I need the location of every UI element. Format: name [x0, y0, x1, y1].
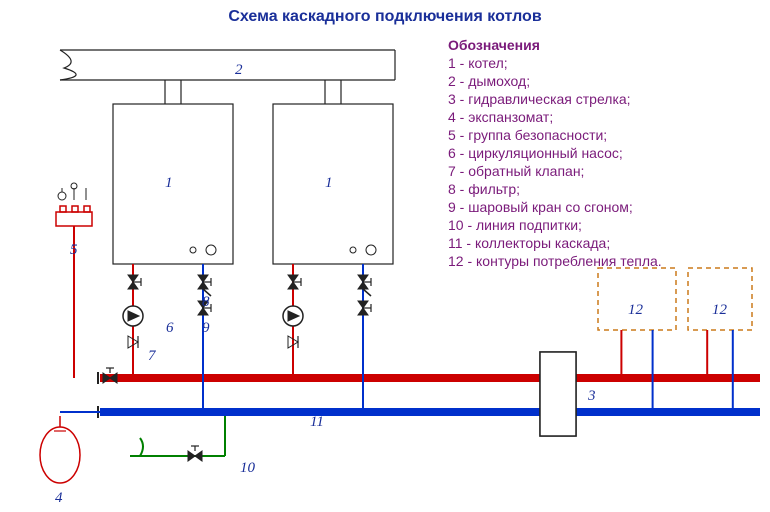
callout-number: 7: [148, 348, 156, 365]
callout-number: 9: [202, 320, 210, 337]
callout-number: 12: [712, 302, 727, 319]
callout-number: 1: [325, 175, 333, 192]
callout-number: 10: [240, 460, 255, 477]
callout-number: 5: [70, 242, 78, 259]
callout-number: 2: [235, 62, 243, 79]
callout-number: 4: [55, 490, 63, 507]
callout-number: 11: [310, 414, 324, 431]
schematic: [0, 0, 770, 512]
callout-number: 1: [165, 175, 173, 192]
callout-number: 8: [202, 294, 210, 311]
callout-number: 3: [588, 388, 596, 405]
callout-number: 12: [628, 302, 643, 319]
callout-number: 6: [166, 320, 174, 337]
